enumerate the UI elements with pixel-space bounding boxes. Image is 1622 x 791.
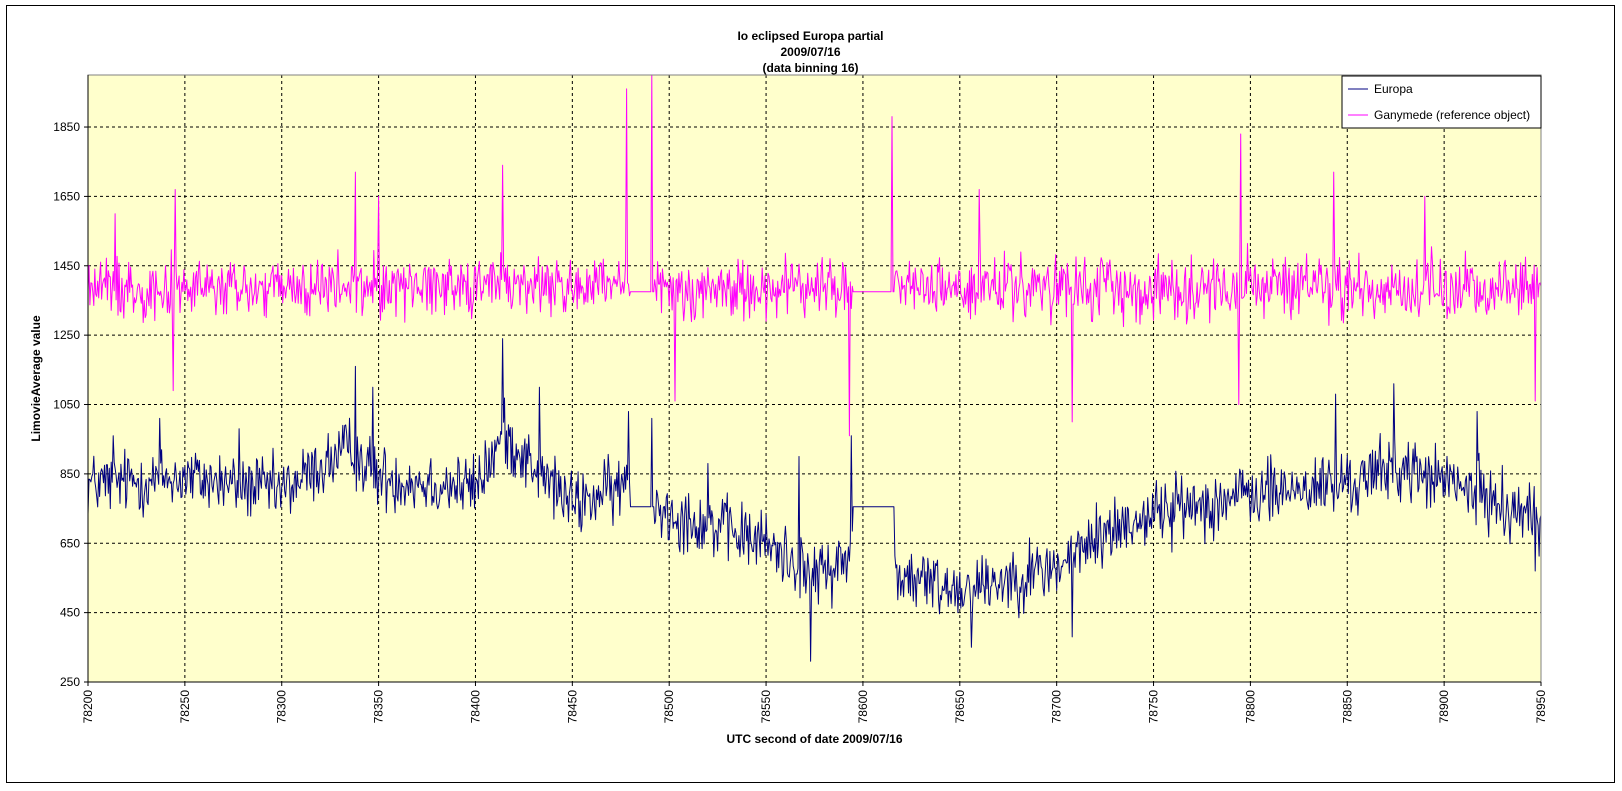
- series-line-ganymede: [87, 74, 1542, 437]
- x-tick-label: 78300: [275, 690, 289, 724]
- title-line-2: 2009/07/16: [780, 45, 841, 59]
- y-tick-label: 1650: [53, 189, 80, 203]
- x-tick-label: 78800: [1243, 690, 1257, 724]
- y-tick-label: 850: [60, 467, 80, 481]
- x-tick-label: 78200: [81, 690, 95, 724]
- x-tick-label: 78500: [662, 690, 676, 724]
- plot-area: [88, 75, 1541, 682]
- y-tick-label: 250: [60, 675, 80, 689]
- x-tick-label: 78250: [178, 690, 192, 724]
- x-tick-label: 78700: [1050, 690, 1064, 724]
- title-line-1: Io eclipsed Europa partial: [737, 29, 884, 43]
- y-tick-label: 1850: [53, 120, 80, 134]
- x-tick-label: 78750: [1147, 690, 1161, 724]
- x-tick-label: 78550: [759, 690, 773, 724]
- legend-label-europa: Europa: [1374, 82, 1413, 96]
- x-tick-label: 78850: [1340, 690, 1354, 724]
- y-tick-label: 1450: [53, 259, 80, 273]
- y-axis-ticks: 250 450 650 850 1050 1250 1450 1650 1850: [53, 75, 89, 689]
- x-tick-label: 78900: [1437, 690, 1451, 724]
- x-tick-label: 78400: [468, 690, 482, 724]
- x-axis-title: UTC second of date 2009/07/16: [726, 732, 902, 746]
- series-lines: [87, 74, 1542, 662]
- y-tick-label: 1250: [53, 328, 80, 342]
- y-tick-label: 450: [60, 606, 80, 620]
- x-tick-label: 78350: [372, 690, 386, 724]
- x-tick-label: 78450: [565, 690, 579, 724]
- legend: Europa Ganymede (reference object): [1341, 75, 1542, 129]
- y-tick-label: 650: [60, 536, 80, 550]
- series-line-europa: [87, 338, 1542, 662]
- legend-box: [1341, 75, 1542, 129]
- legend-label-ganymede: Ganymede (reference object): [1374, 108, 1530, 122]
- x-tick-label: 78600: [856, 690, 870, 724]
- y-tick-label: 1050: [53, 398, 80, 412]
- x-tick-label: 78650: [953, 690, 967, 724]
- x-axis-ticks: 78200 78250 78300 78350 78400 78450 78500 78550…: [81, 681, 1548, 724]
- y-axis-title: LimovieAverage value: [29, 315, 43, 442]
- title-line-3: (data binning 16): [762, 61, 859, 75]
- chart-title: Io eclipsed Europa partial 2009/07/16 (d…: [7, 28, 1614, 76]
- x-tick-label: 78950: [1534, 690, 1548, 724]
